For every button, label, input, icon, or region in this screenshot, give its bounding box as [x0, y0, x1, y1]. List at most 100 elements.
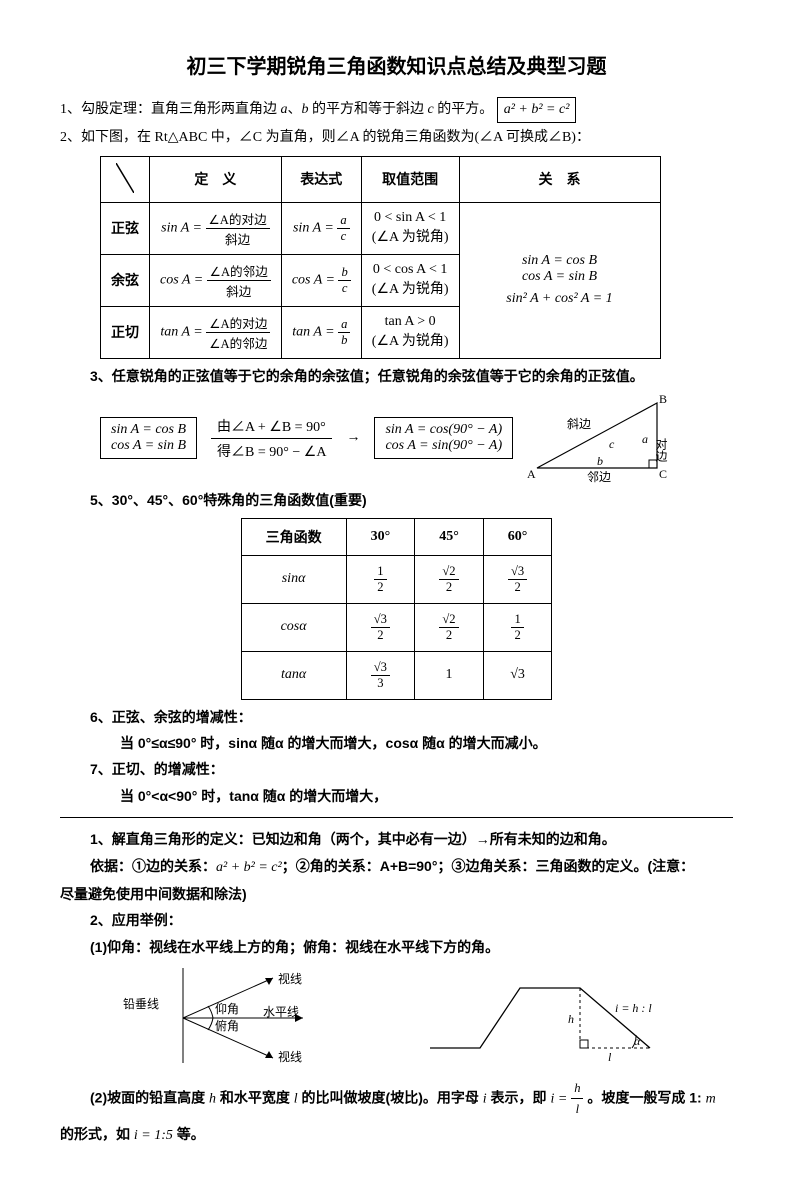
tan30-num: √3 [371, 660, 390, 676]
row-sin-name: 正弦 [101, 202, 150, 254]
spec-h0: 三角函数 [241, 518, 346, 555]
s2b-b: 和水平宽度 [216, 1089, 294, 1105]
sd-h: h [568, 1012, 574, 1026]
cos-expr-lhs: cos A = [292, 273, 335, 288]
sin60-num: √3 [508, 564, 527, 580]
tan-def-num: ∠A的对边 [206, 313, 270, 333]
sin45-num: √2 [439, 564, 458, 580]
derivation-row: sin A = cos B cos A = sin B 由∠A + ∠B = 9… [100, 393, 733, 483]
arrow-icon: → [346, 430, 360, 446]
sd-alpha: α [634, 1034, 641, 1048]
ad-horiz: 水平线 [263, 1005, 299, 1019]
s1b-a: 依据：①边的关系： [90, 858, 216, 874]
spec-h1: 30° [346, 518, 415, 555]
solve-1c: 尽量避免使用中间数据和除法) [60, 883, 733, 905]
cos-expr-den: c [338, 281, 350, 296]
cos-def-num: ∠A的邻边 [207, 261, 271, 281]
sin60-den: 2 [508, 580, 527, 595]
ad-sight1: 视线 [278, 971, 302, 986]
ad-down: 俯角 [215, 1018, 239, 1033]
sd-l: l [608, 1050, 612, 1064]
cos45-num: √2 [439, 612, 458, 628]
s2b-d: 表示，即 [487, 1089, 551, 1105]
s1b-f: a² + b² = c² [216, 860, 282, 875]
s2b-a: (2)坡面的铅直高度 [90, 1089, 209, 1105]
s2b-h: h [209, 1091, 216, 1106]
tan-def-den: ∠A的邻边 [206, 333, 270, 352]
row-cos-range: 0 < cos A < 1 (∠A 为锐角) [361, 254, 459, 306]
row-tan-range: tan A > 0 (∠A 为锐角) [361, 306, 459, 358]
solve-1b: 依据：①边的关系：a² + b² = c²；②角的关系：A+B=90°；③边角关… [90, 855, 733, 879]
spec-row-sin: sinα 12 √22 √32 [241, 555, 552, 603]
ad-vline: 铅垂线 [123, 997, 159, 1011]
def-h2: 表达式 [281, 156, 361, 202]
divider [60, 817, 733, 818]
solve-2: 2、应用举例： [90, 909, 733, 931]
tri-c: c [609, 437, 615, 451]
def-h0 [101, 156, 150, 202]
point-7-body: 当 0°<α<90° 时，tanα 随α 的增大而增大， [120, 785, 733, 807]
tri-B: B [659, 393, 667, 406]
row-tan-expr: tan A = ab [281, 306, 361, 358]
special-angle-table: 三角函数 30° 45° 60° sinα 12 √22 √32 cosα √3… [241, 518, 553, 700]
tan-expr-lhs: tan A = [292, 325, 334, 340]
box2-line2: cos A = sin(90° − A) [385, 438, 502, 454]
p1-txt2: 的平方和等于斜边 [309, 102, 428, 117]
deriv-2: 得∠B = 90° − ∠A [211, 439, 332, 461]
spec-h3: 60° [483, 518, 552, 555]
row-sin-def: sin A = ∠A的对边斜边 [150, 202, 282, 254]
sin-expr-lhs: sin A = [293, 221, 334, 236]
def-h3: 取值范围 [361, 156, 459, 202]
solve-2c: 的形式，如 i = 1:5 等。 [60, 1123, 733, 1147]
solve-2a: (1)仰角：视线在水平线上方的角；俯角：视线在水平线下方的角。 [90, 936, 733, 958]
cos60-num: 1 [511, 612, 523, 628]
box1-line1: sin A = cos B [111, 422, 186, 438]
solve-1: 1、解直角三角形的定义：已知边和角（两个，其中必有一边）→所有未知的边和角。 [90, 828, 733, 850]
ad-up: 仰角 [215, 1001, 239, 1016]
s2c-b: 等。 [173, 1126, 205, 1142]
s2b-fnum: h [571, 1078, 583, 1099]
row-sin-expr: sin A = ac [281, 202, 361, 254]
tri-adj: 邻边 [587, 470, 611, 483]
cos30-den: 2 [371, 628, 390, 643]
row-sin: 正弦 sin A = ∠A的对边斜边 sin A = ac 0 < sin A … [101, 202, 661, 254]
slope-diagram: h l α i = h : l [420, 968, 680, 1068]
def-h1: 定 义 [150, 156, 282, 202]
relations-cell: sin A = cos B cos A = sin B sin² A + cos… [459, 202, 660, 358]
cos-def-den: 斜边 [207, 281, 271, 300]
point-7-title: 7、正切、的增减性： [90, 758, 733, 780]
derivation-arrow: 由∠A + ∠B = 90° 得∠B = 90° − ∠A [211, 416, 332, 461]
spec-cos-fn: cosα [241, 603, 346, 651]
point-6-title: 6、正弦、余弦的增减性： [90, 706, 733, 728]
point-2: 2、如下图，在 Rt△ABC 中，∠C 为直角，则∠A 的锐角三角函数为(∠A … [60, 127, 733, 149]
row-cos-name: 余弦 [101, 254, 150, 306]
tri-b: b [597, 454, 603, 468]
sin-def-den: 斜边 [206, 229, 270, 248]
sin30-den: 2 [374, 580, 386, 595]
s2b-c: 的比叫做坡度(坡比)。用字母 [298, 1089, 483, 1105]
row-tan-def: tan A = ∠A的对边∠A的邻边 [150, 306, 282, 358]
solve-2b: (2)坡面的铅直高度 h 和水平宽度 l 的比叫做坡度(坡比)。用字母 i 表示… [90, 1078, 733, 1119]
tri-A: A [527, 467, 536, 481]
right-triangle-diagram: A B C c a b 斜边 对边 邻边 [527, 393, 677, 483]
pythagoras-formula: a² + b² = c² [497, 97, 577, 123]
s2b-e: 。坡度一般写成 1: [583, 1089, 705, 1105]
s2b-flhs: i = [550, 1091, 567, 1106]
tri-a: a [642, 432, 648, 446]
row-cos-expr: cos A = bc [281, 254, 361, 306]
tan-def-lhs: tan A = [160, 325, 202, 340]
rel-1: cos A = sin B [470, 269, 650, 285]
spec-row-tan: tanα √33 1 √3 [241, 651, 552, 699]
s2c-a: 的形式，如 [60, 1126, 134, 1142]
spec-row-cos: cosα √32 √22 12 [241, 603, 552, 651]
sd-i: i = h : l [615, 1001, 652, 1015]
cos30-num: √3 [371, 612, 390, 628]
p1-mid: 、 [288, 102, 302, 117]
cos-expr-num: b [338, 265, 350, 281]
spec-tan-fn: tanα [241, 651, 346, 699]
sin45-den: 2 [439, 580, 458, 595]
page-title: 初三下学期锐角三角函数知识点总结及典型习题 [60, 50, 733, 79]
point-1: 1、勾股定理：直角三角形两直角边 a、b 的平方和等于斜边 c 的平方。 a² … [60, 97, 733, 123]
cos45-den: 2 [439, 628, 458, 643]
point-5: 5、30°、45°、60°特殊角的三角函数值(重要) [90, 489, 733, 511]
